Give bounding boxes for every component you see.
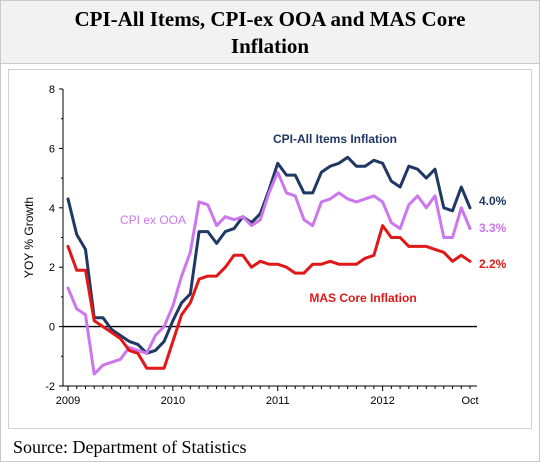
plot-area-box (8, 69, 532, 429)
y-tick-label: -2 (45, 381, 55, 393)
cpi-all-items-series-label: CPI-All Items Inflation (273, 132, 397, 146)
y-axis-title: YOY % Growth (22, 197, 36, 278)
y-tick-label: 0 (49, 322, 55, 334)
source-note: Source: Department of Statistics (13, 437, 247, 457)
y-tick-label: 4 (49, 203, 55, 215)
x-tick-label: 2012 (370, 395, 394, 407)
chart-title-line-1: CPI-All Items, CPI-ex OOA and MAS Core (74, 7, 466, 31)
y-tick-label: 8 (49, 84, 55, 96)
cpi-ex-ooa-series-label: CPI ex OOA (120, 213, 186, 227)
cpi-all-items-end-label: 4.0% (479, 194, 507, 208)
cpi-ex-ooa-line (66, 170, 472, 376)
x-tick-label: Oct (461, 395, 478, 407)
chart-title-line-2: Inflation (230, 34, 310, 58)
cpi-ex-ooa-end-label: 3.3% (479, 221, 507, 235)
x-tick-label: 2009 (56, 395, 80, 407)
x-tick-label: 2010 (161, 395, 185, 407)
title-box: CPI-All Items, CPI-ex OOA and MAS Core I… (1, 1, 539, 64)
y-tick-label: 6 (49, 143, 55, 155)
y-tick-label: 2 (49, 262, 55, 274)
mas-core-inflation-line (66, 224, 472, 370)
mas-core-series-label: MAS Core Inflation (309, 291, 416, 305)
mas-core-end-label: 2.2% (479, 257, 507, 271)
x-tick-label: 2011 (266, 395, 290, 407)
cpi-all-items-line (66, 155, 472, 355)
